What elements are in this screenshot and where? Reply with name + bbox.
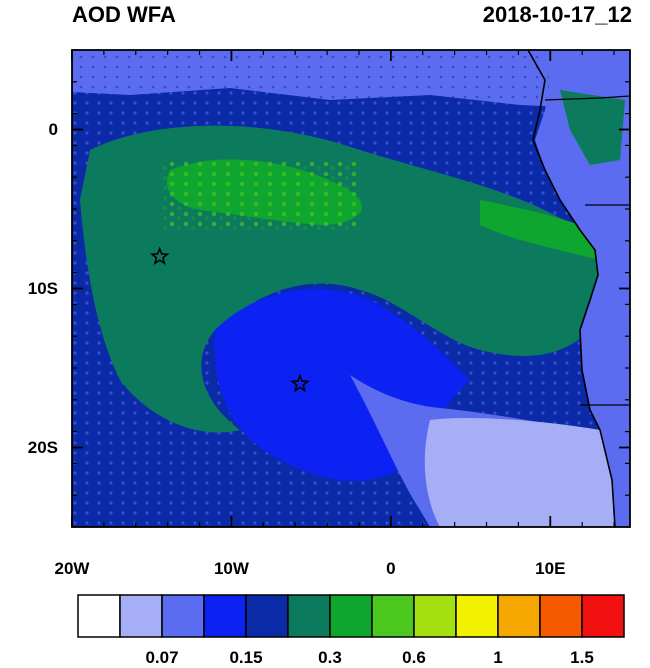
map-title: AOD WFA	[72, 2, 176, 27]
aod-clean-region-inner	[424, 418, 625, 527]
x-tick-label: 0	[386, 559, 396, 578]
y-tick-label: 20S	[27, 437, 58, 457]
colorbar-label: 1.5	[570, 648, 594, 667]
map-datetime: 2018-10-17_12	[482, 2, 632, 27]
aod-coastal-plume	[480, 200, 610, 260]
tick-marks	[71, 49, 630, 528]
star-marker	[290, 373, 310, 393]
colorbar-swatch	[245, 594, 289, 638]
x-tick-label: 10E	[535, 559, 566, 578]
colorbar-label: 0.15	[229, 648, 263, 667]
colorbar-label: 0.3	[318, 648, 342, 667]
aod-field	[72, 50, 630, 527]
colorbar-swatch	[329, 594, 373, 638]
land-aod-patch	[560, 90, 625, 165]
colorbar-label: 0.6	[402, 648, 426, 667]
colorbar-swatch	[539, 594, 583, 638]
y-tick-label: 0	[48, 119, 58, 139]
colorbar-swatch	[455, 594, 499, 638]
border-line	[544, 95, 630, 101]
colorbar-label: 1	[493, 648, 503, 667]
colorbar-swatch	[413, 594, 457, 638]
colorbar-swatch	[497, 594, 541, 638]
star-marker	[150, 246, 170, 265]
colorbar-swatch	[371, 594, 415, 638]
x-tick-label: 10W	[213, 559, 249, 578]
colorbar-swatch	[77, 594, 121, 638]
land-region	[535, 50, 630, 527]
colorbar	[77, 594, 625, 638]
colorbar-label: 0.07	[145, 648, 179, 667]
site-markers	[150, 246, 310, 393]
colorbar-swatch	[119, 594, 163, 638]
x-tick-label: 20W	[54, 559, 90, 578]
colorbar-swatch	[203, 594, 247, 638]
colorbar-swatch	[581, 594, 625, 638]
y-tick-label: 10S	[27, 278, 58, 298]
colorbar-swatch	[287, 594, 331, 638]
coastline	[527, 50, 616, 527]
colorbar-swatch	[161, 594, 205, 638]
